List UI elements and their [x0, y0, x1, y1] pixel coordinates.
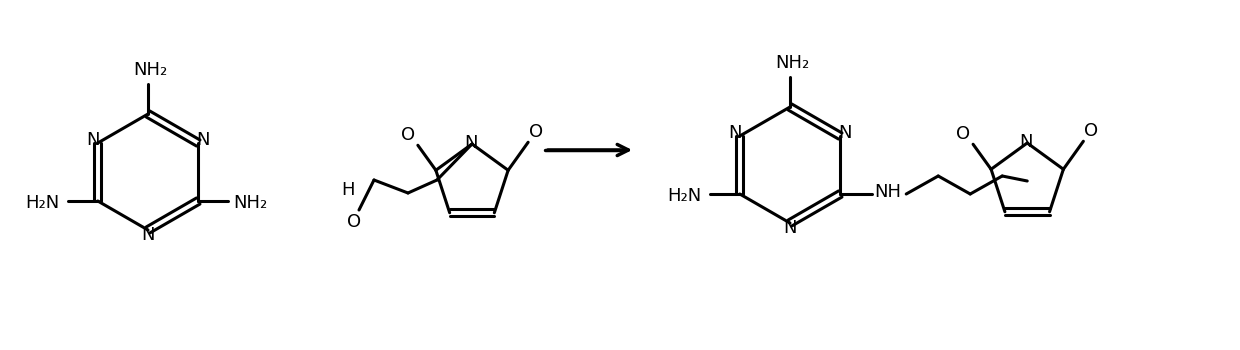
Text: N: N: [838, 124, 852, 142]
Text: N: N: [728, 124, 742, 142]
Text: N: N: [141, 226, 155, 244]
Text: N: N: [784, 219, 797, 237]
Text: NH₂: NH₂: [233, 194, 268, 212]
Text: H₂N: H₂N: [26, 194, 60, 212]
Text: NH: NH: [874, 183, 901, 201]
Text: O: O: [529, 123, 543, 141]
Text: H₂N: H₂N: [667, 187, 702, 205]
Text: N: N: [464, 134, 477, 152]
Text: O: O: [956, 125, 970, 143]
Text: N: N: [1019, 133, 1033, 151]
Text: O: O: [1084, 122, 1099, 140]
Text: NH₂: NH₂: [775, 54, 810, 72]
Text: N: N: [86, 131, 99, 149]
Text: N: N: [196, 131, 210, 149]
Text: H: H: [341, 181, 355, 199]
Text: O: O: [347, 213, 361, 231]
Text: NH₂: NH₂: [133, 61, 167, 79]
Text: O: O: [401, 126, 415, 144]
